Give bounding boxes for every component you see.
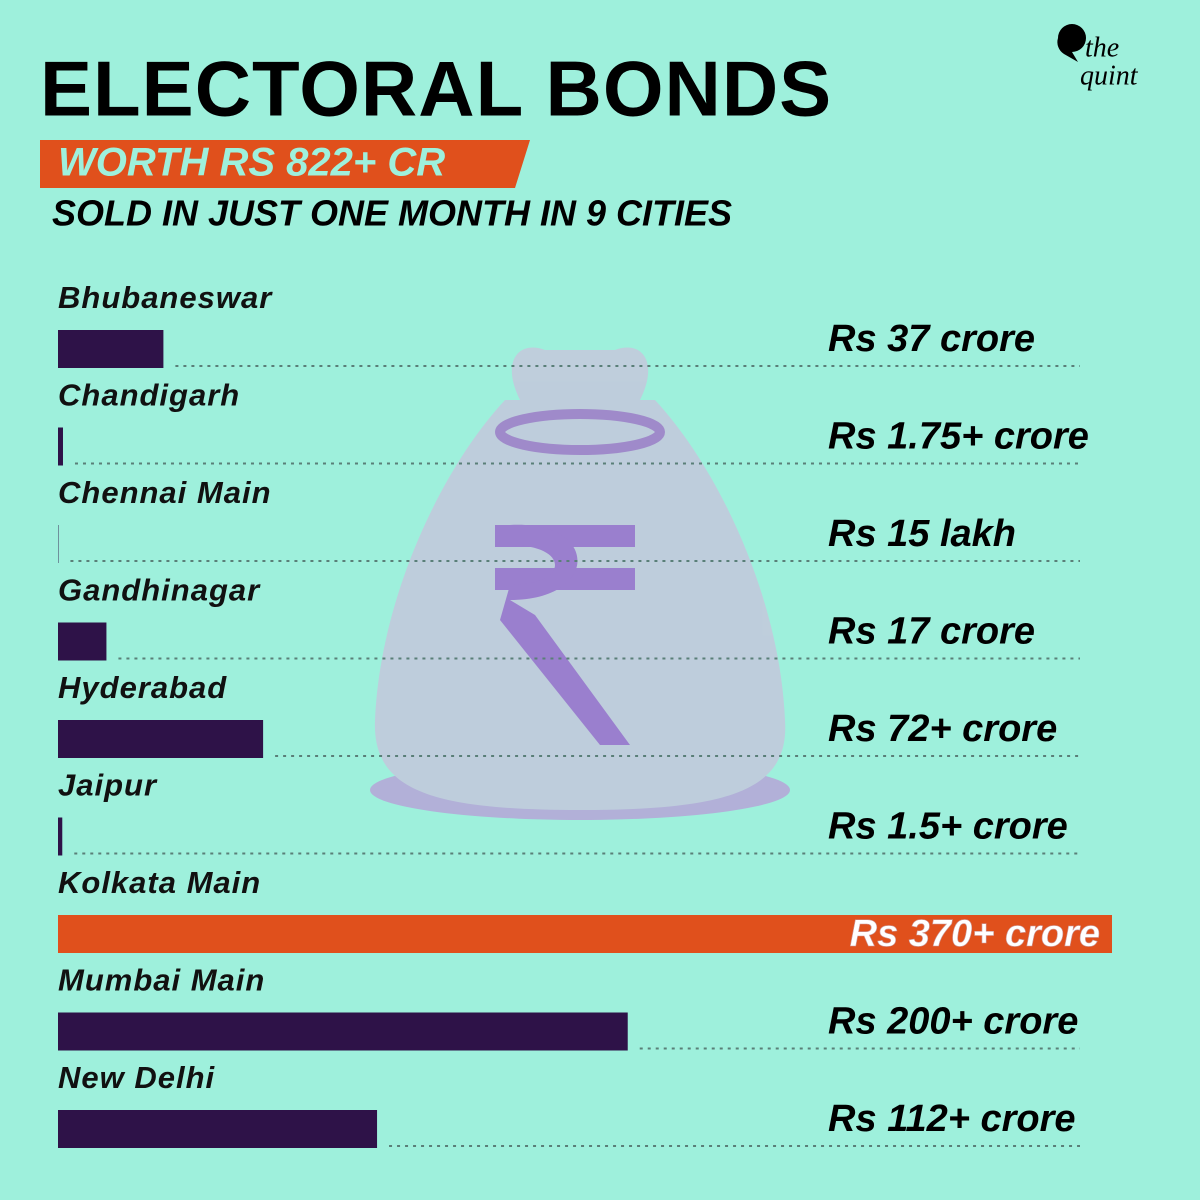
value-label: Rs 1.75+ crore (828, 416, 1089, 458)
bar (58, 1012, 628, 1051)
bar (58, 1110, 378, 1148)
category-label: Hyderabad (58, 670, 227, 705)
value-label: Rs 15 lakh (828, 513, 1016, 555)
category-label: Jaipur (58, 768, 158, 803)
category-label: Gandhinagar (58, 573, 261, 608)
logo-line-2: quint (1080, 60, 1139, 91)
bar (58, 622, 107, 661)
value-label: Rs 72+ crore (828, 708, 1057, 750)
bar (58, 720, 264, 758)
category-label: Chennai Main (58, 475, 272, 510)
caption: SOLD IN JUST ONE MONTH IN 9 CITIES (52, 193, 732, 234)
value-label: Rs 37 crore (828, 318, 1035, 360)
subtitle-band (40, 140, 530, 188)
category-label: New Delhi (58, 1060, 216, 1095)
bar (58, 330, 164, 368)
bar (58, 427, 63, 466)
category-label: Bhubaneswar (58, 280, 273, 315)
category-label: Mumbai Main (58, 963, 265, 998)
bar (58, 915, 1112, 953)
value-label: Rs 370+ crore (850, 913, 1100, 955)
value-label: Rs 1.5+ crore (828, 806, 1068, 848)
category-label: Chandigarh (58, 378, 240, 413)
value-label: Rs 17 crore (828, 611, 1035, 653)
money-bag (370, 347, 790, 820)
bar (58, 817, 63, 856)
value-label: Rs 200+ crore (828, 1001, 1078, 1043)
subtitle: WORTH RS 822+ CR (58, 141, 445, 185)
chart-title: ELECTORAL BONDS (40, 45, 832, 133)
logo-icon (1057, 24, 1086, 62)
value-label: Rs 112+ crore (828, 1098, 1076, 1140)
logo-line-1: the (1085, 32, 1119, 63)
category-label: Kolkata Main (58, 865, 261, 900)
